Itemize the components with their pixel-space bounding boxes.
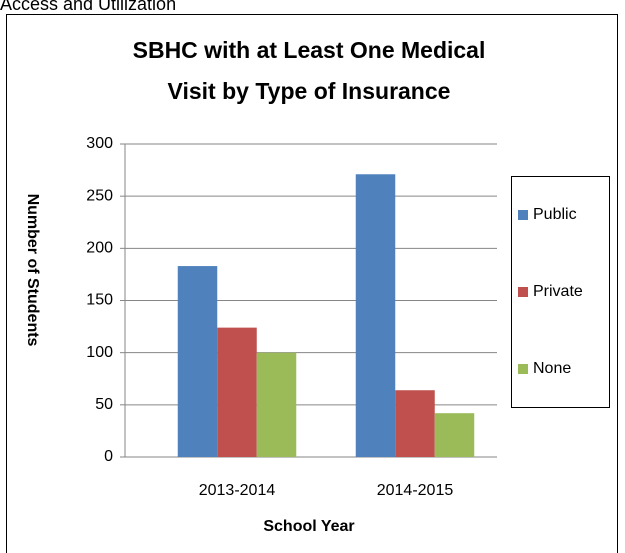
legend-swatch bbox=[518, 287, 528, 297]
y-tick-label: 0 bbox=[104, 448, 113, 465]
page-header: Access and Utilization bbox=[0, 0, 176, 14]
chart-title: SBHC with at Least One Medical bbox=[133, 37, 486, 63]
bar bbox=[217, 327, 257, 457]
y-tick-label: 100 bbox=[86, 344, 113, 361]
y-tick-label: 150 bbox=[86, 292, 113, 309]
y-tick-label: 300 bbox=[86, 135, 113, 152]
legend-swatch bbox=[518, 210, 528, 220]
legend-label: None bbox=[533, 360, 571, 377]
legend-swatch bbox=[518, 364, 528, 374]
bar bbox=[355, 174, 396, 458]
chart-title: Visit by Type of Insurance bbox=[168, 78, 451, 104]
y-tick-label: 250 bbox=[86, 187, 113, 204]
bar bbox=[177, 266, 218, 457]
legend-label: Public bbox=[533, 206, 577, 223]
bar bbox=[395, 390, 435, 457]
x-tick-label: 2013-2014 bbox=[199, 482, 276, 499]
y-tick-label: 200 bbox=[86, 240, 113, 257]
bar bbox=[256, 352, 297, 457]
y-axis-label: Number of Students bbox=[24, 194, 41, 347]
x-axis-label: School Year bbox=[263, 518, 354, 535]
y-tick-label: 50 bbox=[95, 396, 113, 413]
x-tick-label: 2014-2015 bbox=[377, 482, 454, 499]
chart-border bbox=[6, 14, 618, 553]
legend-label: Private bbox=[533, 283, 583, 300]
bar bbox=[434, 413, 475, 457]
